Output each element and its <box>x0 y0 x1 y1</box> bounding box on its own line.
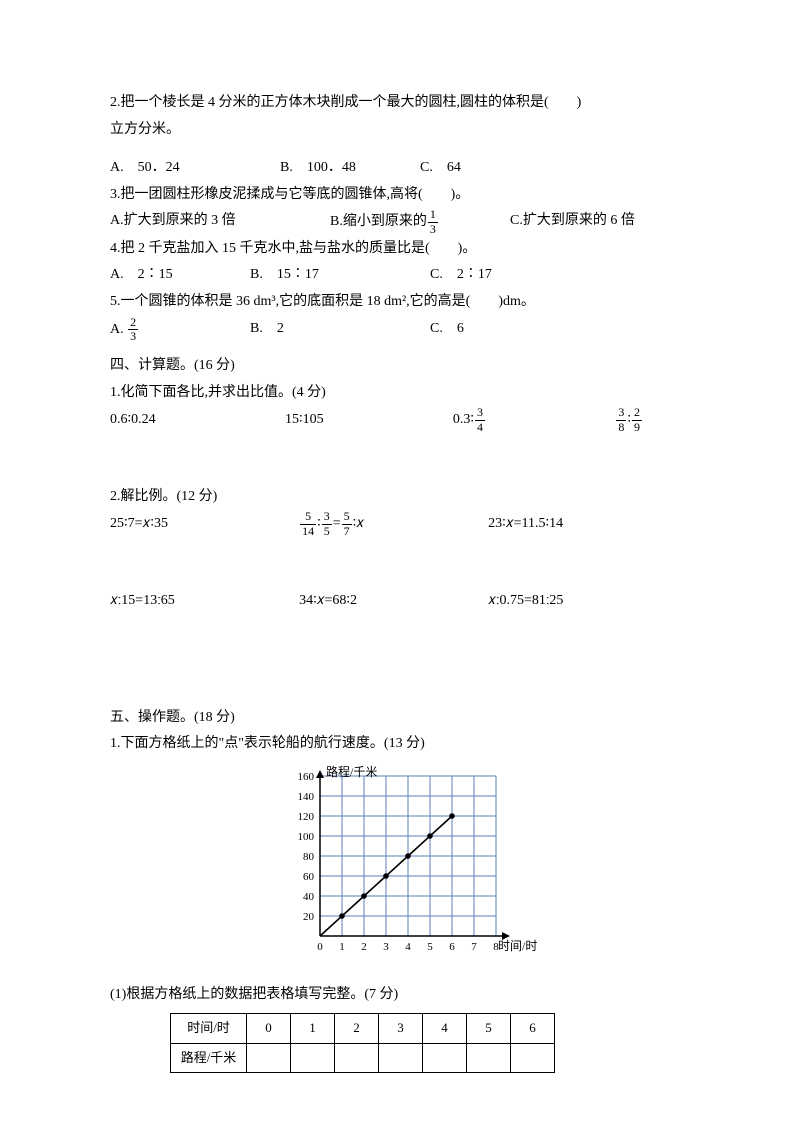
svg-text:1: 1 <box>339 941 345 953</box>
p2-r1c1: 25∶7=𝑥∶35 <box>110 511 299 538</box>
q4-optC: C. 2∶17 <box>430 262 492 289</box>
sec4-p2-row1: 25∶7=𝑥∶35 514∶35=57∶𝑥 23∶𝑥=11.5∶14 <box>110 510 683 538</box>
svg-text:时间/时: 时间/时 <box>498 939 537 953</box>
table-cell: 0 <box>247 1013 291 1043</box>
p2-r2c2: 34∶𝑥=68∶2 <box>299 588 488 615</box>
table-cell <box>423 1043 467 1073</box>
q4-optB: B. 15∶17 <box>250 262 430 289</box>
table-cell <box>379 1043 423 1073</box>
table-cell: 6 <box>511 1013 555 1043</box>
table-cell <box>247 1043 291 1073</box>
q3-text: 3.把一团圆柱形橡皮泥揉成与它等底的圆锥体,高将( )。 <box>110 182 683 209</box>
q3-optB: B.缩小到原来的13 <box>330 208 510 236</box>
svg-text:100: 100 <box>298 831 315 843</box>
p2-r2c3: 𝑥∶0.75=81∶25 <box>488 588 677 615</box>
svg-text:40: 40 <box>303 891 315 903</box>
row2-head: 路程/千米 <box>171 1043 247 1073</box>
svg-text:60: 60 <box>303 871 315 883</box>
svg-text:2: 2 <box>361 941 367 953</box>
q3-optC: C.扩大到原来的 6 倍 <box>510 208 635 236</box>
table-cell <box>335 1043 379 1073</box>
p1-e1: 0.6∶0.24 <box>110 407 156 434</box>
table-cell: 3 <box>379 1013 423 1043</box>
svg-text:20: 20 <box>303 911 315 923</box>
svg-text:160: 160 <box>298 771 315 783</box>
q2-options: A. 50．24 B. 100．48 C. 64 <box>110 155 683 182</box>
sec4-p2-row2: 𝑥∶15=13∶65 34∶𝑥=68∶2 𝑥∶0.75=81∶25 <box>110 588 683 615</box>
q2-optC: C. 64 <box>420 155 461 182</box>
q2-line1: 2.把一个棱长是 4 分米的正方体木块削成一个最大的圆柱,圆柱的体积是( ) <box>110 90 683 117</box>
svg-text:路程/千米: 路程/千米 <box>326 764 377 779</box>
table-cell <box>511 1043 555 1073</box>
q2-optB: B. 100．48 <box>280 155 420 182</box>
sec5-sub1: (1)根据方格纸上的数据把表格填写完整。(7 分) <box>110 982 683 1009</box>
table-cell: 1 <box>291 1013 335 1043</box>
data-table: 时间/时0123456 路程/千米 <box>170 1013 555 1073</box>
svg-text:6: 6 <box>449 941 455 953</box>
p2-r2c1: 𝑥∶15=13∶65 <box>110 588 299 615</box>
q4-options: A. 2∶15 B. 15∶17 C. 2∶17 <box>110 262 683 289</box>
svg-text:5: 5 <box>427 941 433 953</box>
p2-r1c2: 514∶35=57∶𝑥 <box>299 510 488 538</box>
svg-text:3: 3 <box>383 941 389 953</box>
q4-optA: A. 2∶15 <box>110 262 250 289</box>
q4-text: 4.把 2 千克盐加入 15 千克水中,盐与盐水的质量比是( )。 <box>110 236 683 263</box>
speed-chart: 20406080100120140160012345678路程/千米时间/时 <box>270 764 683 975</box>
sec5-title: 五、操作题。(18 分) <box>110 705 683 732</box>
q5-optA: A. 23 <box>110 316 250 344</box>
svg-text:80: 80 <box>303 851 315 863</box>
sec4-p1-title: 1.化简下面各比,并求出比值。(4 分) <box>110 380 683 407</box>
q3-options: A.扩大到原来的 3 倍 B.缩小到原来的13 C.扩大到原来的 6 倍 <box>110 208 683 236</box>
sec4-p1-row: 0.6∶0.24 15∶105 0.3∶34 38∶29 <box>110 406 683 434</box>
table-cell: 5 <box>467 1013 511 1043</box>
p2-r1c3: 23∶𝑥=11.5∶14 <box>488 511 677 538</box>
svg-text:0: 0 <box>317 941 323 953</box>
sec5-p1: 1.下面方格纸上的"点"表示轮船的航行速度。(13 分) <box>110 731 683 758</box>
row1-head: 时间/时 <box>171 1013 247 1043</box>
sec4-title: 四、计算题。(16 分) <box>110 353 683 380</box>
table-cell <box>467 1043 511 1073</box>
p1-e2: 15∶105 <box>285 407 324 434</box>
p1-e4: 38∶29 <box>615 406 643 434</box>
q5-optC: C. 6 <box>430 316 464 343</box>
svg-text:7: 7 <box>471 941 477 953</box>
svg-text:120: 120 <box>298 811 315 823</box>
q5-text: 5.一个圆锥的体积是 36 dm³,它的底面积是 18 dm²,它的高是( )d… <box>110 289 683 316</box>
svg-text:4: 4 <box>405 941 411 953</box>
table-cell <box>291 1043 335 1073</box>
q3-optA: A.扩大到原来的 3 倍 <box>110 208 330 236</box>
svg-text:140: 140 <box>298 791 315 803</box>
table-cell: 2 <box>335 1013 379 1043</box>
sec4-p2-title: 2.解比例。(12 分) <box>110 484 683 511</box>
q2-line2: 立方分米。 <box>110 117 683 144</box>
q2-optA: A. 50．24 <box>110 155 280 182</box>
p1-e3: 0.3∶34 <box>453 406 486 434</box>
q5-options: A. 23 B. 2 C. 6 <box>110 316 683 344</box>
table-cell: 4 <box>423 1013 467 1043</box>
q5-optB: B. 2 <box>250 316 430 343</box>
